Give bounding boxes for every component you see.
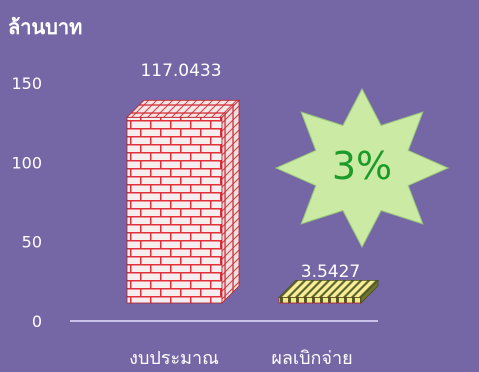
percent-badge: 3%: [274, 87, 450, 249]
bars: 117.0433 3.5427: [126, 61, 379, 304]
category-label-disbursed: ผลเบิกจ่าย: [271, 348, 352, 369]
y-tick-label-0: 0: [32, 312, 42, 331]
value-label-disbursed: 3.5427: [301, 262, 360, 282]
star-burst-icon: [274, 87, 450, 249]
y-tick-label-50: 50: [22, 233, 42, 252]
bar-disbursed: [278, 279, 379, 304]
bar-budget-top: [126, 99, 240, 118]
bar-budget-front: [126, 116, 223, 304]
category-label-budget: งบประมาณ: [129, 348, 219, 369]
percent-annotation: 3%: [332, 144, 392, 188]
y-tick-label-100: 100: [11, 153, 42, 172]
y-ticks: 0 50 100 150: [11, 74, 42, 331]
y-axis-title: ล้านบาท: [8, 15, 82, 39]
bar-budget-side: [221, 99, 240, 304]
value-label-budget: 117.0433: [140, 61, 221, 81]
y-tick-label-150: 150: [11, 74, 42, 93]
bar-budget: [126, 99, 240, 304]
bar-disbursed-front: [278, 296, 362, 304]
bar-disbursed-top: [278, 279, 379, 298]
